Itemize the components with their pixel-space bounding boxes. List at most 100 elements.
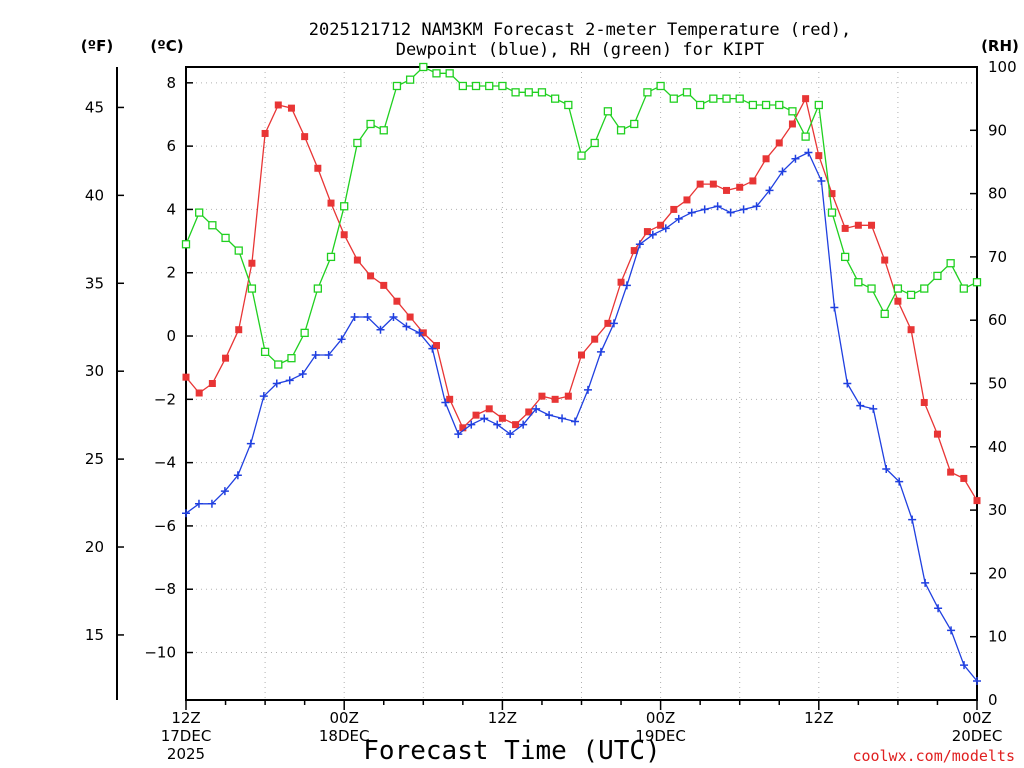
rh-point (405, 75, 415, 84)
temperature-point (261, 129, 269, 137)
dewpoint-point (493, 420, 502, 429)
x-tick-label: 19DEC (635, 727, 686, 745)
x-tick-label: 12Z (171, 709, 200, 727)
celsius-unit-label: (ºC) (150, 37, 183, 55)
rh-tick-label: 0 (988, 691, 998, 709)
dewpoint-point (311, 351, 320, 360)
dewpoint-point (830, 303, 839, 312)
rh-point (445, 69, 454, 78)
dewpoint-point (648, 230, 657, 239)
dewpoint-point (558, 414, 567, 423)
temperature-point (248, 259, 256, 267)
rh-tick-label: 20 (988, 564, 1007, 582)
temperature-point (235, 326, 243, 334)
rh-point (498, 81, 507, 91)
grid-layer (186, 67, 977, 700)
temperature-point (525, 408, 533, 416)
dewpoint-point (389, 313, 398, 322)
dewpoint-point (350, 313, 359, 322)
dewpoint-point (791, 154, 800, 163)
rh-point (511, 88, 520, 97)
temperature-point (709, 180, 717, 188)
rh-point (366, 119, 375, 129)
dewpoint-point (609, 319, 618, 328)
temperature-point (828, 190, 836, 198)
temperature-point (195, 389, 203, 397)
rh-point (854, 278, 863, 287)
dewpoint-point (661, 224, 670, 233)
rh-point (274, 360, 283, 369)
dewpoint-point (402, 322, 411, 331)
rh-point (564, 100, 573, 110)
temperature-point (630, 247, 638, 255)
temperature-point (947, 468, 955, 476)
rh-unit-label: (RH) (981, 37, 1019, 55)
dewpoint-point (506, 430, 515, 439)
dewpoint-point (687, 208, 696, 217)
dewpoint-point (765, 186, 774, 195)
series-layer (181, 62, 982, 686)
rh-tick-label: 60 (988, 311, 1007, 329)
rh-point (735, 94, 744, 103)
rh-point (260, 347, 270, 357)
rh-point (471, 81, 481, 91)
temperature-point (894, 297, 902, 305)
temperature-point (538, 392, 546, 400)
rh-point (353, 138, 362, 148)
rh-point (537, 88, 547, 97)
fahrenheit-tick-label: 20 (85, 538, 104, 556)
dewpoint-point (804, 148, 813, 157)
dewpoint-point (856, 401, 865, 410)
rh-point (419, 62, 428, 72)
rh-point (313, 284, 322, 293)
dewpoint-point (246, 439, 255, 448)
fahrenheit-tick-label: 25 (85, 450, 104, 468)
temperature-point (841, 224, 849, 232)
dewpoint-point (428, 344, 437, 353)
fahrenheit-tick-label: 30 (85, 362, 104, 380)
rh-tick-label: 100 (988, 58, 1017, 76)
x-tick-label: 00Z (962, 709, 991, 727)
rh-point (300, 328, 309, 338)
dewpoint-point (454, 430, 463, 439)
temperature-point (960, 474, 968, 482)
x-tick-label: 17DEC (161, 727, 212, 745)
dewpoint-point (376, 325, 385, 334)
dewpoint-point (519, 420, 528, 429)
dewpoint-point (233, 471, 242, 480)
rh-point (643, 88, 652, 97)
dewpoint-point (441, 398, 450, 407)
dewpoint-point (635, 240, 644, 249)
dewpoint-point (571, 417, 580, 426)
celsius-tick-label: 8 (166, 74, 176, 92)
chart-title-line1: 2025121712 NAM3KM Forecast 2-meter Tempe… (309, 20, 851, 40)
rh-point (208, 221, 217, 230)
x-tick-label: 18DEC (319, 727, 370, 745)
rh-point (841, 252, 850, 262)
rh-line (185, 66, 978, 366)
rh-point (656, 81, 665, 91)
dewpoint-point (622, 281, 631, 290)
temperature-point (920, 398, 928, 406)
credit-text: coolwx.com/modelts (852, 747, 1015, 765)
rh-point (181, 240, 191, 249)
rh-point (392, 81, 402, 91)
rh-point (221, 233, 230, 243)
temperature-point (802, 95, 810, 103)
rh-point (775, 100, 784, 110)
temperature-point (762, 155, 770, 163)
rh-point (590, 138, 599, 148)
temperature-point (340, 231, 348, 239)
dewpoint-point (480, 414, 489, 423)
temperature-point (617, 278, 625, 286)
temperature-point (393, 297, 401, 305)
celsius-tick-label: 2 (166, 264, 176, 282)
dewpoint-point (194, 499, 203, 508)
dewpoint-point (739, 205, 748, 214)
celsius-tick-label: −6 (154, 517, 176, 535)
rh-point (340, 202, 349, 211)
temperature-point (274, 101, 282, 109)
rh-point (458, 81, 468, 91)
rh-point (827, 208, 837, 217)
rh-point (748, 100, 758, 110)
